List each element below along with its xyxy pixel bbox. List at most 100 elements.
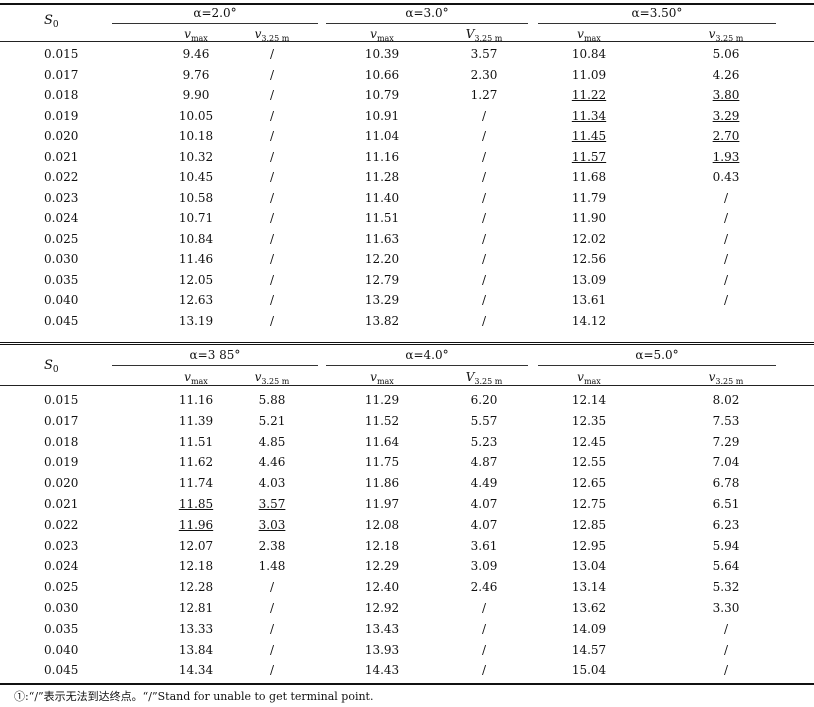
table-cell: 12.02 bbox=[571, 231, 607, 246]
table-cell: 11.22 bbox=[571, 88, 607, 102]
s0-value: 0.030 bbox=[44, 601, 79, 615]
footnote: ①:“/”表示无法到达终点。“/”Stand for unable to get… bbox=[14, 690, 374, 703]
var-symbol: v bbox=[254, 370, 262, 384]
table-cell: 5.64 bbox=[712, 559, 740, 574]
var-symbol: v bbox=[708, 27, 716, 41]
group-rule bbox=[538, 365, 776, 366]
table-cell: 12.79 bbox=[364, 272, 400, 287]
table-cell: / bbox=[481, 108, 487, 123]
s0-value: 0.021 bbox=[44, 149, 79, 164]
table-cell: 7.53 bbox=[712, 413, 740, 428]
table-cell: 11.62 bbox=[178, 455, 214, 470]
table-cell: 10.58 bbox=[178, 190, 214, 205]
table-cell: 3.57 bbox=[258, 497, 286, 511]
group-rule bbox=[538, 23, 776, 24]
table-cell: 6.20 bbox=[470, 393, 498, 407]
s0-value: 0.021 bbox=[44, 497, 79, 511]
table-cell: / bbox=[481, 313, 487, 328]
alpha-group-header: α=4.0° bbox=[405, 348, 449, 362]
table-cell: 10.39 bbox=[364, 47, 400, 61]
table-cell: 11.28 bbox=[364, 170, 400, 184]
table-cell: 11.63 bbox=[364, 231, 400, 246]
table-cell: 10.45 bbox=[178, 170, 214, 184]
table-cell: / bbox=[269, 129, 275, 143]
table-cell: 11.97 bbox=[364, 497, 400, 511]
table-cell: / bbox=[481, 252, 487, 266]
table-cell: 3.09 bbox=[470, 559, 498, 574]
table-cell: 12.56 bbox=[571, 252, 607, 266]
table-cell: 10.79 bbox=[364, 88, 400, 102]
table-cell: 0.43 bbox=[712, 170, 740, 184]
header-rule bbox=[0, 385, 814, 386]
table-cell: 12.45 bbox=[571, 434, 607, 449]
table-cell: 14.09 bbox=[571, 621, 607, 636]
table-cell: 12.92 bbox=[364, 601, 400, 615]
s0-value: 0.020 bbox=[44, 476, 79, 491]
var-symbol: v bbox=[254, 27, 262, 41]
table-cell: 11.64 bbox=[364, 434, 400, 449]
table-cell: 12.07 bbox=[178, 538, 214, 553]
vmax-header: vmax bbox=[352, 27, 412, 46]
table-cell: / bbox=[723, 621, 729, 636]
table-cell: 11.57 bbox=[571, 149, 607, 164]
var-subscript: 3.25 m bbox=[261, 377, 290, 386]
table-cell: 2.46 bbox=[470, 580, 498, 595]
table-cell: / bbox=[481, 272, 487, 287]
s0-value: 0.025 bbox=[44, 580, 79, 595]
s0-value: 0.015 bbox=[44, 47, 79, 61]
table-cell: 2.38 bbox=[258, 538, 286, 553]
vmax-header: vmax bbox=[166, 27, 226, 46]
table-cell: 5.21 bbox=[258, 413, 286, 428]
table-cell: / bbox=[269, 67, 275, 82]
table-cell: 8.02 bbox=[712, 393, 740, 407]
v325-header: v3.25 m bbox=[686, 27, 766, 46]
table-cell: 12.28 bbox=[178, 580, 214, 595]
table-cell: 11.51 bbox=[178, 434, 214, 449]
v325-header: v3.25 m bbox=[232, 27, 312, 46]
table-cell: 10.71 bbox=[178, 211, 214, 225]
table-cell: 12.08 bbox=[364, 517, 400, 532]
table-cell: 12.75 bbox=[571, 497, 607, 511]
table-cell: 12.20 bbox=[364, 252, 400, 266]
group-rule bbox=[112, 365, 318, 366]
group-rule bbox=[326, 23, 528, 24]
s0-value: 0.022 bbox=[44, 170, 79, 184]
table-cell: 12.55 bbox=[571, 455, 607, 470]
group-rule bbox=[112, 23, 318, 24]
table-cell: / bbox=[723, 293, 729, 307]
table-cell: 12.63 bbox=[178, 293, 214, 307]
alpha-group-header: α=3.50° bbox=[631, 6, 683, 20]
s0-value: 0.024 bbox=[44, 211, 79, 225]
table-cell: 11.68 bbox=[571, 170, 607, 184]
table-cell: / bbox=[723, 272, 729, 287]
table-cell: 11.86 bbox=[364, 476, 400, 491]
var-symbol: V bbox=[465, 27, 475, 41]
table-cell: 13.84 bbox=[178, 642, 214, 657]
table-cell: / bbox=[481, 129, 487, 143]
table-cell: 1.93 bbox=[712, 149, 740, 164]
table-cell: 5.88 bbox=[258, 393, 286, 407]
table-cell: / bbox=[269, 231, 275, 246]
table-cell: 11.45 bbox=[571, 129, 607, 143]
table-cell: 12.81 bbox=[178, 601, 214, 615]
table-cell: / bbox=[269, 272, 275, 287]
table-cell: / bbox=[723, 663, 729, 678]
s0-value: 0.018 bbox=[44, 434, 79, 449]
table-cell: 3.29 bbox=[712, 108, 740, 123]
s0-column-header: S0 bbox=[44, 358, 59, 375]
table-cell: / bbox=[269, 642, 275, 657]
table-cell: 5.23 bbox=[470, 434, 498, 449]
table-cell: / bbox=[269, 170, 275, 184]
table-cell: / bbox=[269, 149, 275, 164]
table-cell: 11.75 bbox=[364, 455, 400, 470]
table-cell: 6.51 bbox=[712, 497, 740, 511]
table-cell: 13.14 bbox=[571, 580, 607, 595]
s0-value: 0.017 bbox=[44, 413, 79, 428]
table-cell: 2.30 bbox=[470, 67, 498, 82]
table-cell: 14.34 bbox=[178, 663, 214, 678]
var-subscript: max bbox=[583, 34, 601, 43]
s0-column-header: S0 bbox=[44, 13, 59, 30]
table-cell: 13.29 bbox=[364, 293, 400, 307]
s0-value: 0.023 bbox=[44, 538, 79, 553]
table-cell: 4.49 bbox=[470, 476, 498, 491]
